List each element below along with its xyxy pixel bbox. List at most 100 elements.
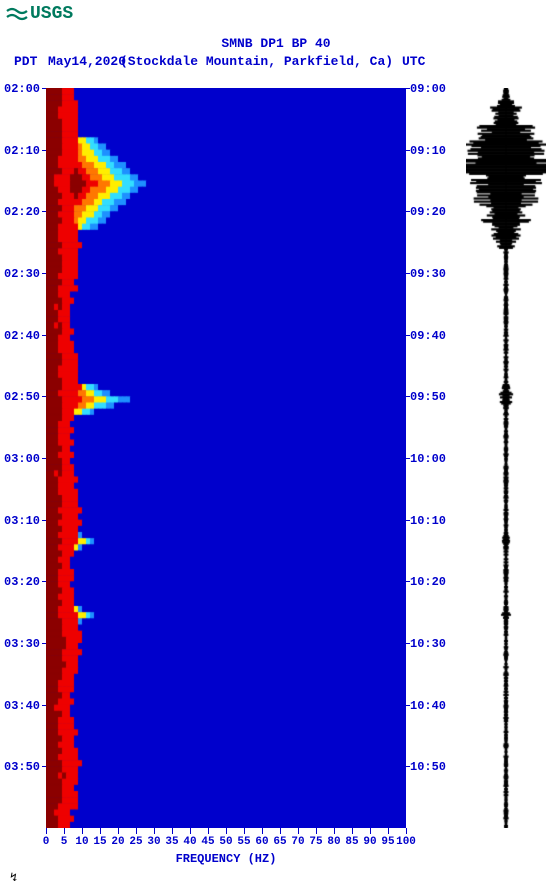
y-axis-right-labels: 09:0009:1009:2009:3009:4009:5010:0010:10… <box>410 88 450 828</box>
x-tick-label: 55 <box>237 836 250 848</box>
x-tick-label: 85 <box>345 836 358 848</box>
footer-glyph: ↯ <box>10 870 17 885</box>
y-tick <box>406 150 410 151</box>
x-tick <box>100 828 101 834</box>
x-tick-label: 80 <box>327 836 340 848</box>
y-left-tick-label: 03:30 <box>4 637 40 651</box>
x-tick-label: 65 <box>273 836 286 848</box>
y-left-tick-label: 02:00 <box>4 82 40 96</box>
x-tick-label: 25 <box>129 836 142 848</box>
y-tick <box>406 705 410 706</box>
y-tick <box>42 88 46 89</box>
y-tick <box>406 643 410 644</box>
x-tick-label: 100 <box>396 836 416 848</box>
y-tick <box>42 396 46 397</box>
x-axis-title: FREQUENCY (HZ) <box>46 852 406 866</box>
y-tick <box>42 581 46 582</box>
x-tick <box>298 828 299 834</box>
y-tick <box>406 211 410 212</box>
x-axis-labels: 0510152025303540455055606570758085909510… <box>46 836 406 852</box>
x-tick <box>370 828 371 834</box>
x-axis-ticks <box>46 828 406 834</box>
y-right-tick-label: 09:10 <box>410 144 446 158</box>
y-right-tick-label: 10:20 <box>410 575 446 589</box>
y-right-tick-label: 09:40 <box>410 329 446 343</box>
x-tick <box>172 828 173 834</box>
y-tick <box>42 211 46 212</box>
chart-title: SMNB DP1 BP 40 <box>0 36 552 51</box>
x-tick <box>334 828 335 834</box>
spectrogram-plot <box>46 88 406 828</box>
x-tick-label: 60 <box>255 836 268 848</box>
y-tick <box>406 273 410 274</box>
x-tick <box>190 828 191 834</box>
x-tick-label: 50 <box>219 836 232 848</box>
x-tick <box>244 828 245 834</box>
y-right-tick-label: 10:10 <box>410 514 446 528</box>
y-tick <box>406 520 410 521</box>
y-right-tick-label: 09:50 <box>410 390 446 404</box>
y-tick <box>406 458 410 459</box>
x-tick-label: 5 <box>61 836 68 848</box>
y-left-tick-label: 02:20 <box>4 205 40 219</box>
x-tick <box>64 828 65 834</box>
y-left-tick-label: 03:20 <box>4 575 40 589</box>
y-left-tick-label: 03:10 <box>4 514 40 528</box>
y-tick <box>42 766 46 767</box>
x-tick-label: 10 <box>75 836 88 848</box>
waveform-canvas <box>466 88 546 828</box>
x-tick <box>154 828 155 834</box>
x-tick <box>316 828 317 834</box>
y-axis-left-labels: 02:0002:1002:2002:3002:4002:5003:0003:10… <box>4 88 44 828</box>
y-tick <box>406 88 410 89</box>
x-tick-label: 45 <box>201 836 214 848</box>
y-right-tick-label: 10:40 <box>410 699 446 713</box>
location-label: (Stockdale Mountain, Parkfield, Ca) <box>120 54 393 69</box>
x-tick <box>208 828 209 834</box>
y-tick <box>406 766 410 767</box>
y-left-tick-label: 02:40 <box>4 329 40 343</box>
waveform-panel <box>466 88 546 828</box>
y-tick <box>42 335 46 336</box>
x-tick-label: 15 <box>93 836 106 848</box>
y-tick <box>406 335 410 336</box>
x-tick <box>388 828 389 834</box>
x-tick <box>226 828 227 834</box>
y-left-tick-label: 02:10 <box>4 144 40 158</box>
y-tick <box>42 643 46 644</box>
y-right-tick-label: 09:00 <box>410 82 446 96</box>
y-left-tick-label: 03:50 <box>4 760 40 774</box>
x-tick <box>352 828 353 834</box>
y-tick <box>42 520 46 521</box>
y-left-tick-label: 03:40 <box>4 699 40 713</box>
y-tick <box>42 150 46 151</box>
y-left-tick-label: 02:50 <box>4 390 40 404</box>
usgs-logo-text: USGS <box>30 4 73 24</box>
x-tick <box>118 828 119 834</box>
x-tick <box>46 828 47 834</box>
y-tick <box>42 273 46 274</box>
y-right-tick-label: 10:50 <box>410 760 446 774</box>
y-left-tick-label: 02:30 <box>4 267 40 281</box>
x-tick <box>136 828 137 834</box>
y-tick <box>406 581 410 582</box>
x-tick-label: 0 <box>43 836 50 848</box>
spectrogram-canvas <box>46 88 406 828</box>
x-tick-label: 35 <box>165 836 178 848</box>
date-label: May14,2020 <box>48 54 126 69</box>
x-tick-label: 70 <box>291 836 304 848</box>
y-right-tick-label: 09:30 <box>410 267 446 281</box>
x-tick-label: 95 <box>381 836 394 848</box>
y-right-tick-label: 09:20 <box>410 205 446 219</box>
y-right-tick-label: 10:00 <box>410 452 446 466</box>
right-timezone-label: UTC <box>402 54 425 69</box>
y-right-tick-label: 10:30 <box>410 637 446 651</box>
x-tick <box>406 828 407 834</box>
x-tick <box>280 828 281 834</box>
x-tick-label: 30 <box>147 836 160 848</box>
y-tick <box>42 458 46 459</box>
x-tick-label: 20 <box>111 836 124 848</box>
usgs-logo: USGS <box>6 4 73 24</box>
x-tick <box>82 828 83 834</box>
y-left-tick-label: 03:00 <box>4 452 40 466</box>
